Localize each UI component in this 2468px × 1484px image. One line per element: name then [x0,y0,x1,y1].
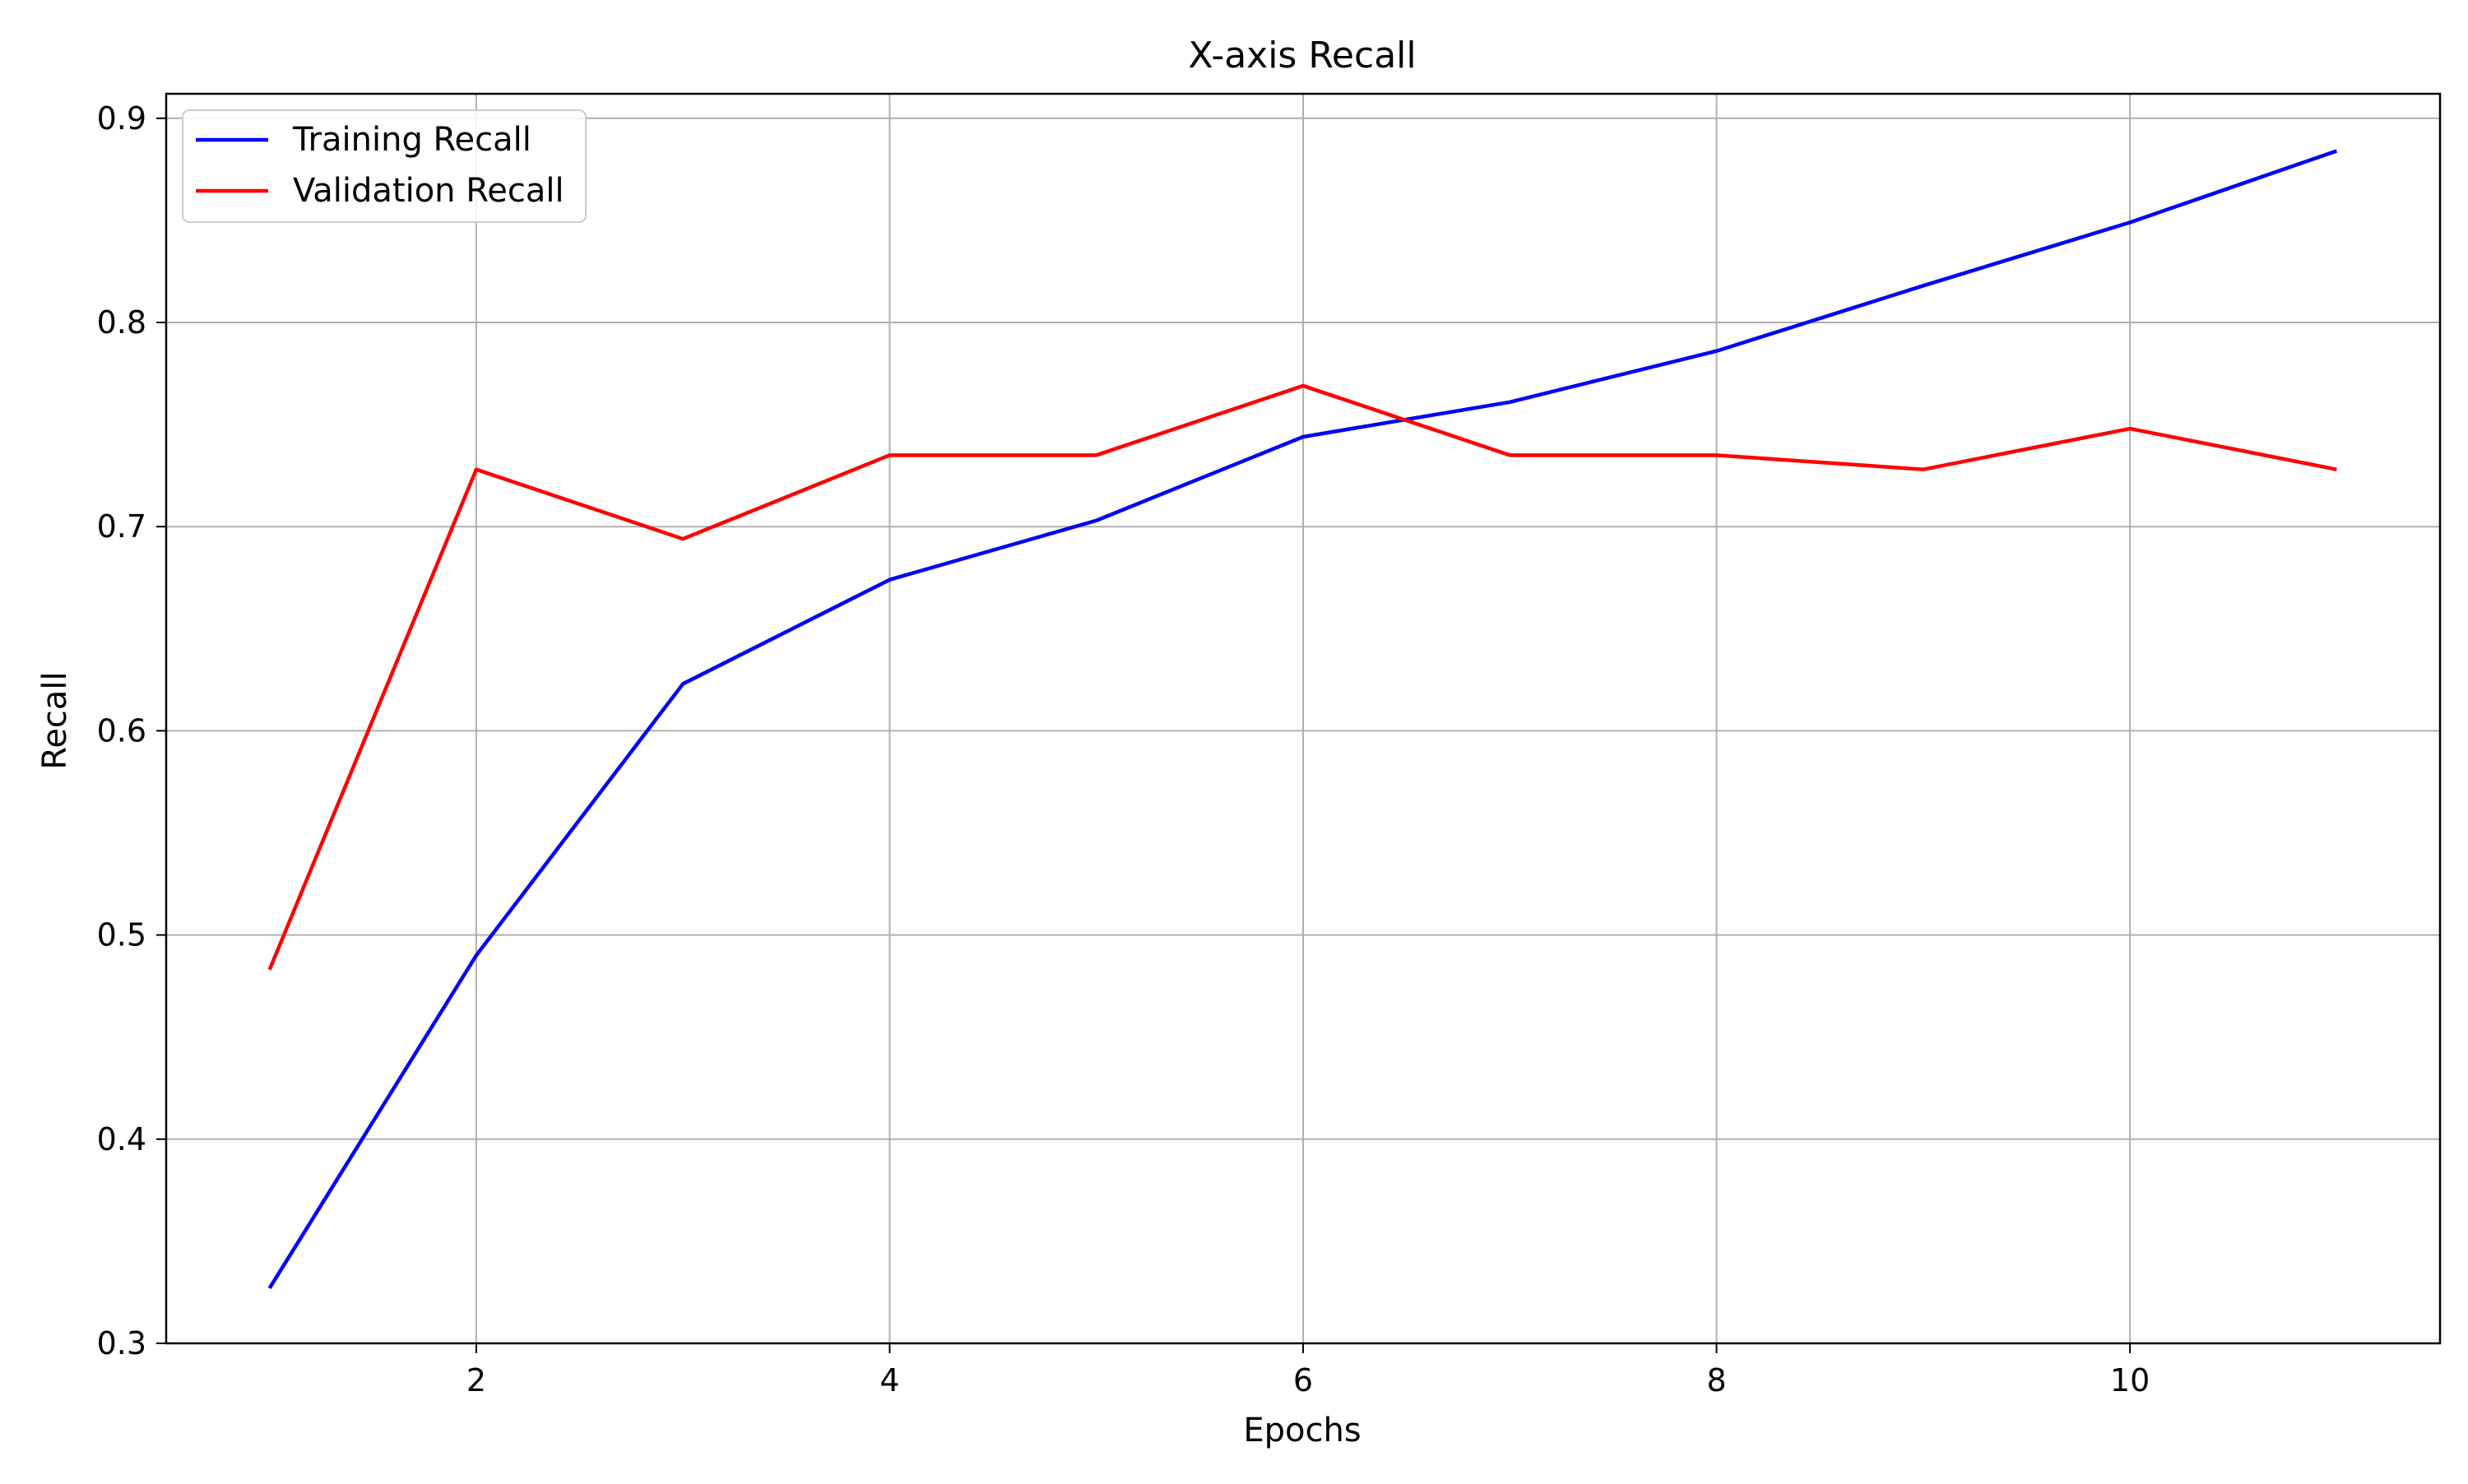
data-point [1096,520,1097,521]
x-tick-label: 10 [2110,1362,2150,1398]
series-line-training-recall [267,149,2338,1290]
data-point [683,539,684,540]
legend: Training Recall Validation Recall [182,109,587,223]
chart-title: X-axis Recall [1188,35,1416,77]
x-axis-label: Epochs [1243,1412,1361,1449]
data-point [1716,350,1717,351]
axis-ticks: 2 4 6 8 10 0.3 0.4 0.5 0.6 0.7 0.8 0.9 [97,100,2150,1398]
data-point [889,579,890,580]
data-point [1303,436,1304,437]
y-tick-label: 0.3 [97,1325,146,1361]
data-point [1096,455,1097,456]
x-tick-label: 2 [466,1362,486,1398]
legend-label: Training Recall [292,121,531,159]
y-tick-label: 0.5 [97,917,146,953]
data-point [2130,222,2131,223]
x-tick-label: 4 [879,1362,899,1398]
x-tick-label: 6 [1293,1362,1313,1398]
data-point [269,969,270,970]
y-tick-label: 0.6 [97,712,146,749]
y-axis-label: Recall [36,671,74,769]
legend-box [182,109,587,223]
data-point [269,1287,270,1288]
data-point [2336,469,2337,470]
data-point [889,455,890,456]
y-tick-label: 0.7 [97,508,146,545]
y-tick-label: 0.8 [97,304,146,341]
series-line-validation-recall [267,383,2337,971]
series-lines [267,149,2338,1290]
y-tick-label: 0.9 [97,100,146,137]
grid [166,94,2440,1344]
data-point [1716,455,1717,456]
x-tick-label: 8 [1706,1362,1726,1398]
y-tick-label: 0.4 [97,1121,146,1157]
data-point [1303,385,1304,386]
legend-label: Validation Recall [293,172,564,210]
